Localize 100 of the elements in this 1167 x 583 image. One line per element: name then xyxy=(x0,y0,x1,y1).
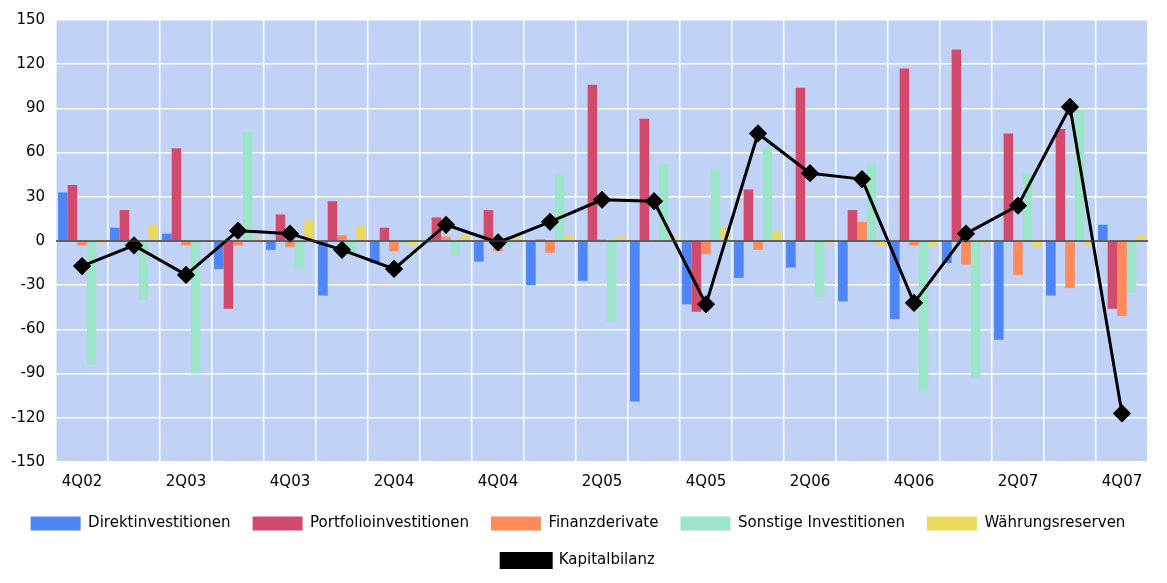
bar xyxy=(786,241,796,268)
point xyxy=(385,260,403,278)
x-tick-label: 4Q04 xyxy=(477,471,519,490)
bar xyxy=(1032,241,1042,247)
x-tick-label: 2Q06 xyxy=(789,471,831,490)
bar xyxy=(526,241,536,286)
bar xyxy=(86,241,97,365)
point xyxy=(229,222,247,240)
bar xyxy=(710,168,721,241)
bar xyxy=(578,241,588,281)
bar xyxy=(1117,241,1127,317)
point xyxy=(645,192,663,210)
bar xyxy=(356,226,366,241)
bar xyxy=(847,210,858,241)
y-tick-label: 90 xyxy=(25,98,46,117)
y-tick-label: 0 xyxy=(35,230,46,249)
bar xyxy=(171,148,182,241)
y-tick-label: -150 xyxy=(11,451,46,470)
bar xyxy=(545,241,555,253)
x-tick-label: 2Q07 xyxy=(997,471,1039,490)
legend-label: Portfolioinvestitionen xyxy=(310,513,469,532)
bar xyxy=(857,221,867,241)
bar xyxy=(266,241,276,250)
bar xyxy=(701,241,711,255)
bar xyxy=(824,241,834,244)
point xyxy=(177,266,195,284)
bar xyxy=(327,201,338,241)
point xyxy=(593,191,611,209)
y-tick-label: -120 xyxy=(11,407,46,426)
point xyxy=(749,124,767,142)
x-tick-label: 2Q05 xyxy=(581,471,623,490)
x-tick-label: 4Q06 xyxy=(893,471,935,490)
bar xyxy=(285,241,295,247)
bar xyxy=(899,68,910,241)
bar xyxy=(606,241,617,323)
point xyxy=(801,164,819,182)
bar xyxy=(389,241,399,252)
bar xyxy=(639,118,650,241)
bar xyxy=(1136,235,1146,241)
point xyxy=(1061,98,1079,116)
y-tick-label: 150 xyxy=(16,9,46,28)
bar xyxy=(1065,241,1075,289)
bar xyxy=(587,84,598,241)
bar xyxy=(474,241,484,262)
bar xyxy=(630,241,640,402)
bar xyxy=(753,241,763,250)
point xyxy=(281,225,299,243)
point xyxy=(73,257,91,275)
bar xyxy=(67,185,78,241)
y-tick-label: -60 xyxy=(20,319,46,338)
bar xyxy=(460,235,470,241)
bar xyxy=(337,235,347,241)
bar xyxy=(110,227,120,241)
bar xyxy=(961,241,971,265)
bar xyxy=(318,241,328,296)
x-tick-label: 4Q03 xyxy=(269,471,311,490)
bar xyxy=(1107,241,1118,309)
bar xyxy=(379,227,390,241)
bar xyxy=(162,233,172,241)
bar xyxy=(223,241,234,309)
bar xyxy=(795,87,806,241)
bar xyxy=(252,238,262,241)
point xyxy=(541,213,559,231)
bar xyxy=(1046,241,1056,296)
y-tick-label: 30 xyxy=(25,186,46,205)
bar xyxy=(512,238,522,241)
bar xyxy=(970,241,981,379)
y-tick-label: -30 xyxy=(20,275,46,294)
x-tick-label: 2Q03 xyxy=(165,471,207,490)
bar xyxy=(1098,224,1108,241)
bar xyxy=(734,241,744,278)
y-tick-label: 120 xyxy=(16,54,46,73)
bar xyxy=(951,49,962,241)
bar xyxy=(762,146,773,241)
x-tick-label: 4Q02 xyxy=(61,471,103,490)
bar xyxy=(838,241,848,302)
point xyxy=(957,225,975,243)
bar xyxy=(994,241,1004,340)
bar xyxy=(980,241,990,244)
point xyxy=(853,170,871,188)
bar xyxy=(242,131,253,241)
bar xyxy=(294,241,305,268)
legend-label: Kapitalbilanz xyxy=(558,550,655,569)
legend-label: Direktinvestitionen xyxy=(88,513,231,532)
bar xyxy=(148,224,158,241)
bar xyxy=(1055,129,1066,241)
point xyxy=(125,236,143,254)
x-tick-label: 4Q05 xyxy=(685,471,727,490)
y-tick-label: -90 xyxy=(20,363,46,382)
bar xyxy=(1126,241,1137,293)
bar xyxy=(96,241,106,244)
bar xyxy=(743,189,754,241)
y-tick-label: 60 xyxy=(25,142,46,161)
bar xyxy=(772,232,782,241)
point xyxy=(437,216,455,234)
bar xyxy=(58,192,68,241)
bar xyxy=(814,241,825,297)
point xyxy=(333,241,351,259)
bar xyxy=(1003,133,1014,241)
legend-label: Sonstige Investitionen xyxy=(737,513,905,532)
